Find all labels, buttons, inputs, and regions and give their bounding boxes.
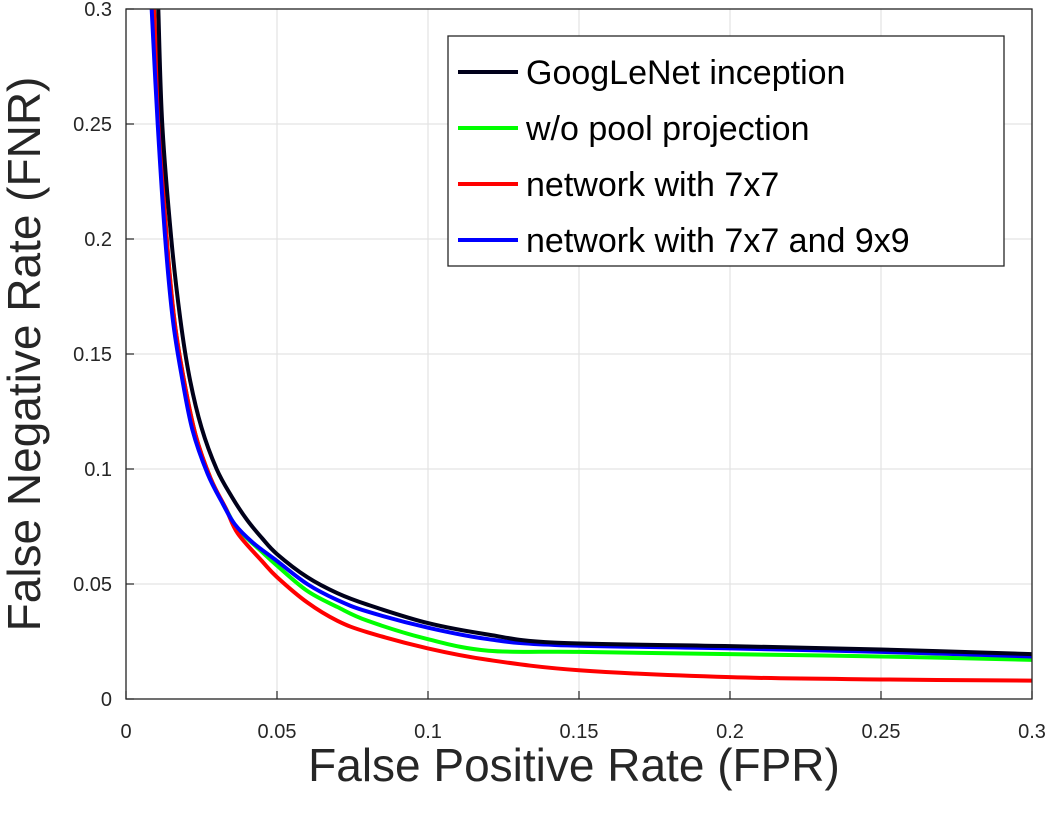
series-group [149,9,1032,683]
y-tick-label: 0.25 [73,114,112,136]
y-tick-labels: 0 0.05 0.1 0.15 0.2 0.25 0.3 [73,0,134,711]
legend-label-0: GoogLeNet inception [526,54,845,92]
y-tick-label: 0.05 [73,574,112,596]
legend-label-1: w/o pool projection [525,110,810,148]
x-tick-label: 0.2 [716,721,744,743]
x-tick-label: 0.1 [414,721,442,743]
y-tick-label: 0 [101,689,112,711]
y-axis-title: False Negative Rate (FNR) [0,77,50,632]
y-tick-label: 0.1 [84,459,112,481]
y-tick-label: 0.15 [73,344,112,366]
legend-box [447,35,1005,267]
x-tick-label: 0.25 [862,721,901,743]
series-line-0 [156,9,1032,657]
x-tick-labels: 0 0.05 0.1 0.15 0.2 0.25 0.3 [120,691,1046,743]
x-tick-label: 0.05 [258,721,297,743]
x-tick-label: 0 [120,721,131,743]
x-axis-title: False Positive Rate (FPR) [308,739,840,791]
legend: GoogLeNet inception w/o pool projection ne… [447,35,1005,267]
x-tick-label: 0.3 [1018,721,1046,743]
x-tick-label: 0.15 [560,721,599,743]
legend-label-3: network with 7x7 and 9x9 [526,222,910,260]
series-line-3 [149,9,1032,659]
y-tick-label: 0.3 [84,0,112,21]
y-tick-label: 0.2 [84,229,112,251]
legend-label-2: network with 7x7 [526,166,779,204]
